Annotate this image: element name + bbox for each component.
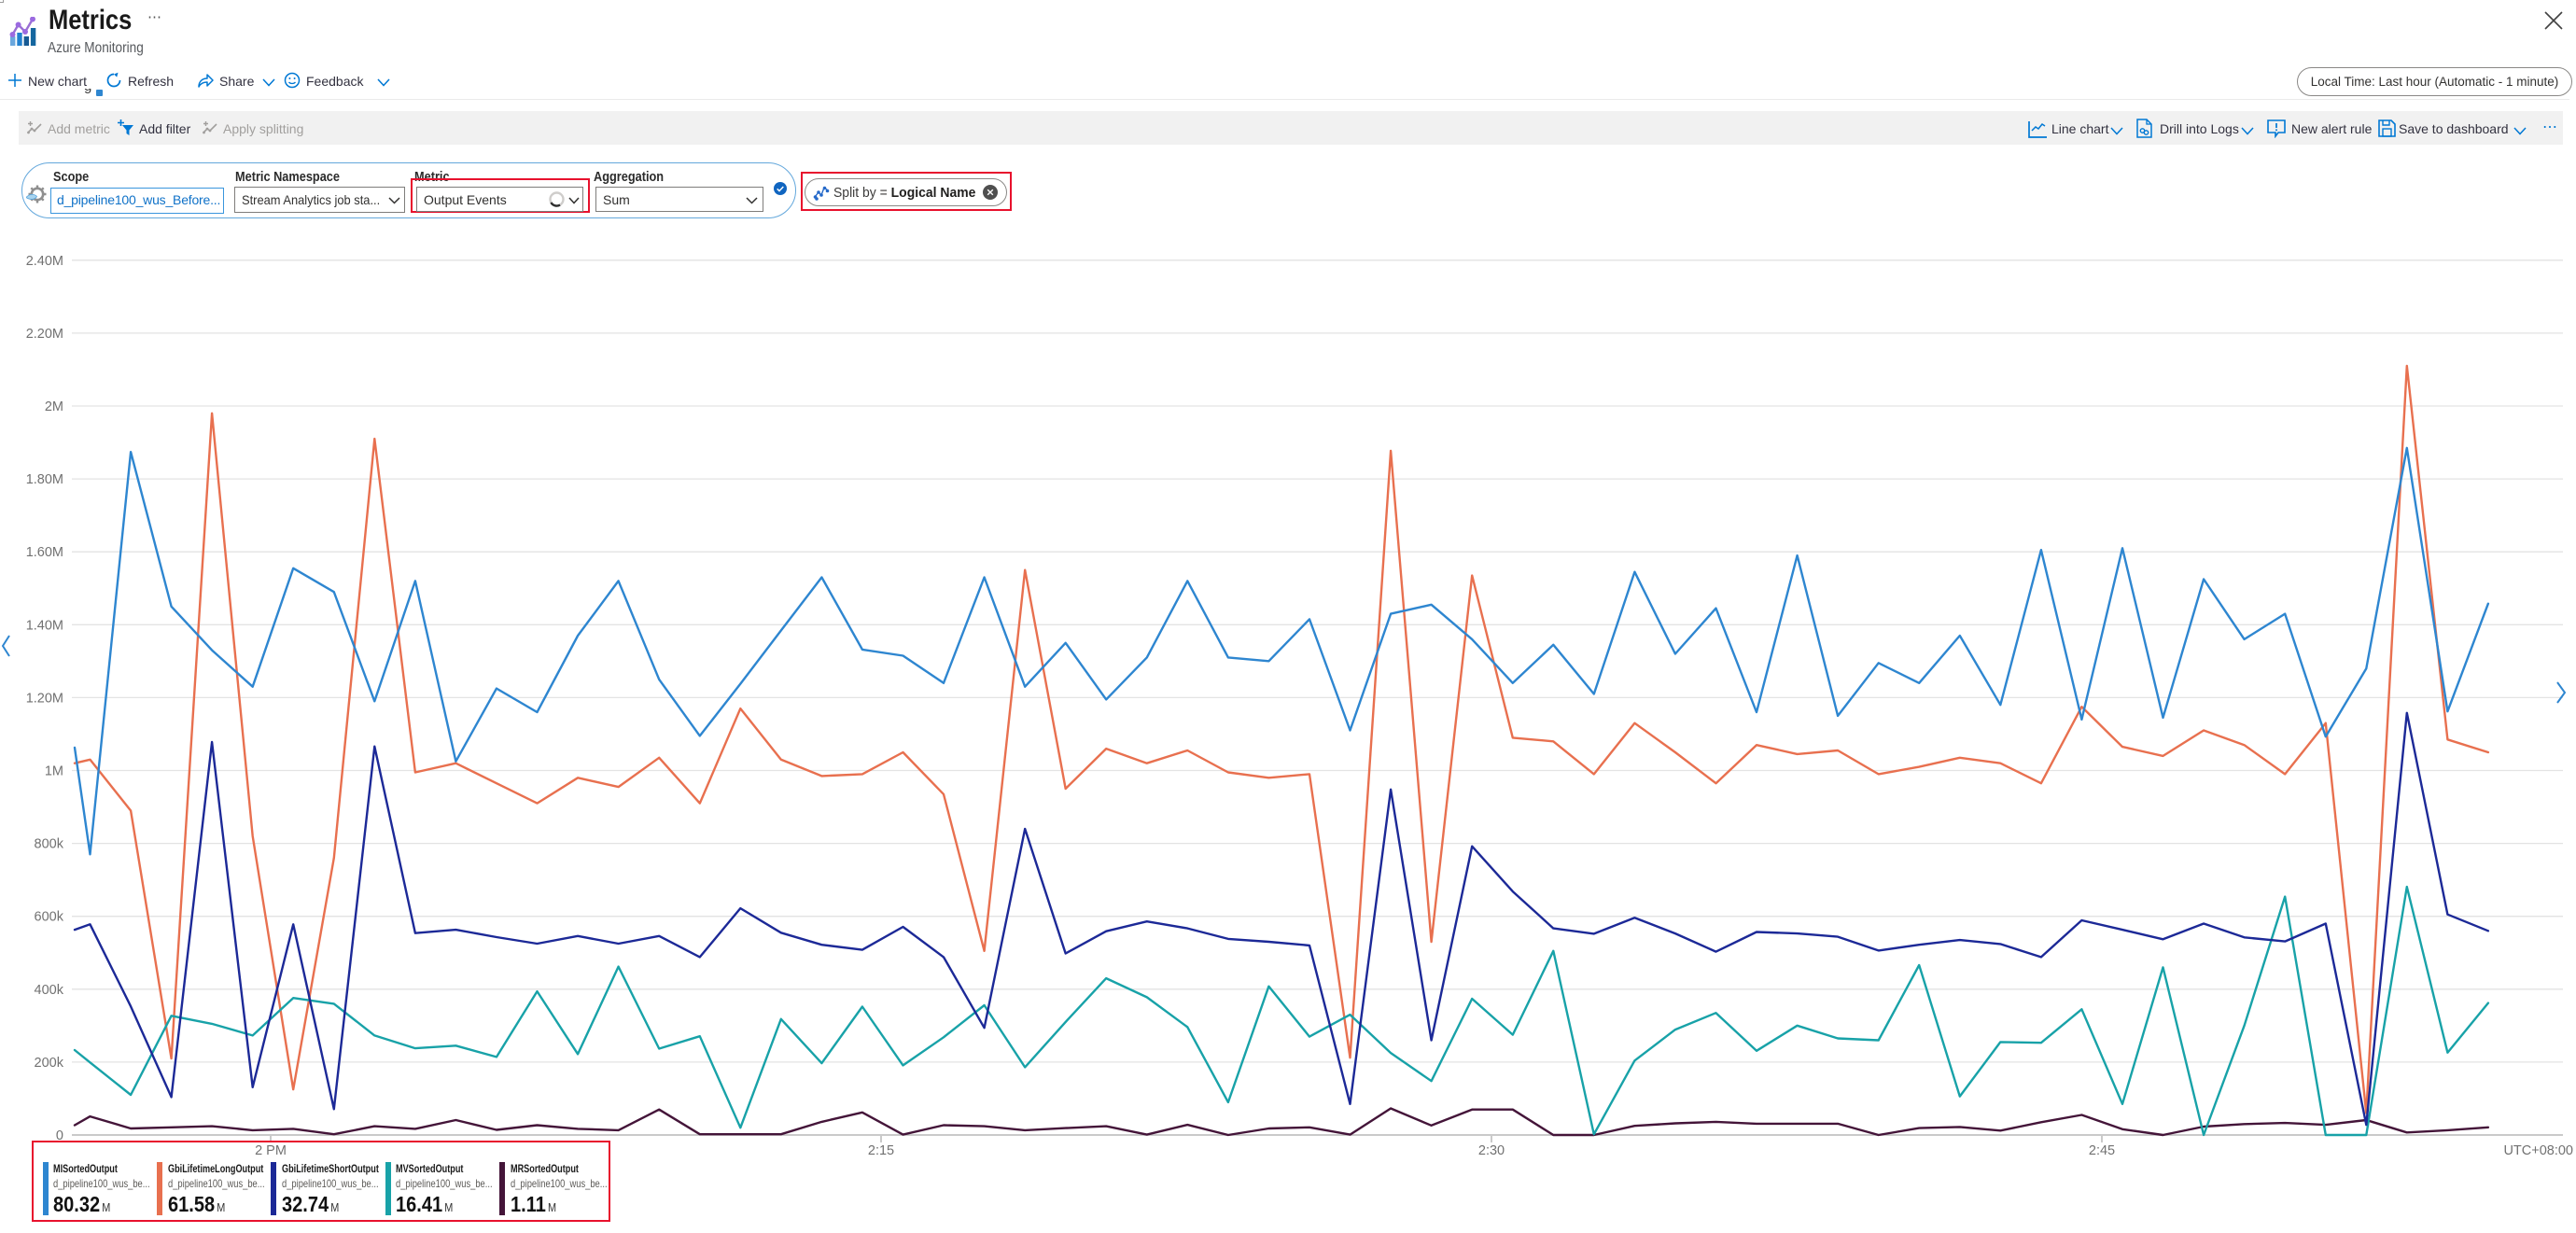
svg-text:0: 0 (56, 1128, 63, 1143)
svg-text:2:15: 2:15 (868, 1143, 894, 1158)
svg-text:1.80M: 1.80M (26, 472, 63, 487)
svg-text:2.40M: 2.40M (26, 254, 63, 269)
svg-text:1M: 1M (45, 764, 63, 779)
svg-text:400k: 400k (35, 983, 64, 998)
svg-text:2:45: 2:45 (2089, 1143, 2115, 1158)
svg-text:200k: 200k (35, 1056, 64, 1071)
svg-text:2 PM: 2 PM (255, 1143, 287, 1158)
svg-text:600k: 600k (35, 910, 64, 925)
svg-text:1.40M: 1.40M (26, 618, 63, 633)
svg-text:2M: 2M (45, 399, 63, 414)
svg-text:1.60M: 1.60M (26, 545, 63, 560)
svg-text:2:30: 2:30 (1478, 1143, 1505, 1158)
svg-text:UTC+08:00: UTC+08:00 (2503, 1143, 2573, 1158)
svg-text:1.20M: 1.20M (26, 691, 63, 706)
svg-text:2.20M: 2.20M (26, 327, 63, 342)
svg-text:800k: 800k (35, 837, 64, 852)
